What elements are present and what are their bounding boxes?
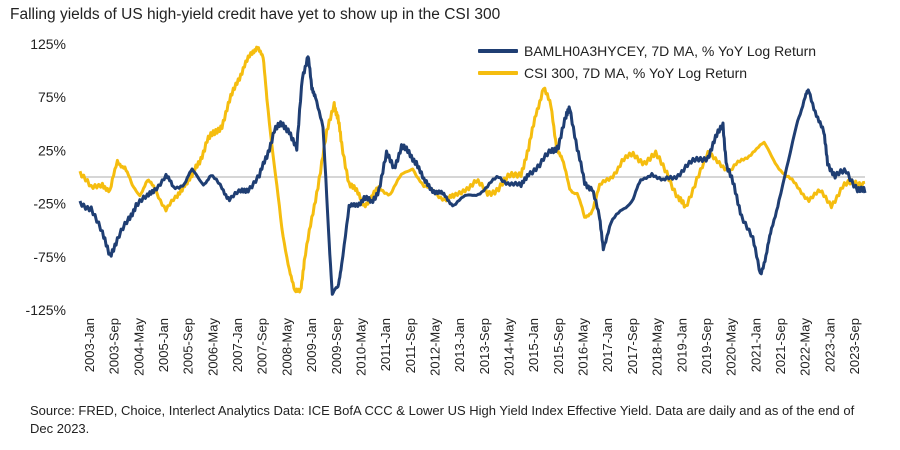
x-tick-label: 2015-Sep xyxy=(551,318,566,374)
x-tick-label: 2007-Jan xyxy=(230,318,245,372)
legend-label-series1: BAMLH0A3HYCEY, 7D MA, % YoY Log Return xyxy=(524,43,817,59)
y-tick-label: -75% xyxy=(33,249,66,265)
x-tick-label: 2019-Jan xyxy=(674,318,689,372)
x-tick-label: 2009-Jan xyxy=(304,318,319,372)
chart-title: Falling yields of US high-yield credit h… xyxy=(10,6,501,23)
x-tick-label: 2023-Sep xyxy=(847,318,862,374)
x-tick-label: 2004-May xyxy=(131,318,146,376)
x-tick-label: 2013-Sep xyxy=(477,318,492,374)
x-tick-label: 2013-Jan xyxy=(452,318,467,372)
x-tick-label: 2021-Sep xyxy=(773,318,788,374)
legend-swatch-series1 xyxy=(478,49,518,53)
legend: BAMLH0A3HYCEY, 7D MA, % YoY Log Return C… xyxy=(478,40,816,84)
y-tick-label: 125% xyxy=(30,36,66,52)
legend-label-series2: CSI 300, 7D MA, % YoY Log Return xyxy=(524,65,748,81)
x-tick-label: 2021-Jan xyxy=(748,318,763,372)
x-tick-label: 2007-Sep xyxy=(255,318,270,374)
y-tick-label: -125% xyxy=(26,302,66,318)
x-tick-label: 2006-May xyxy=(205,318,220,376)
x-tick-label: 2022-May xyxy=(798,318,813,376)
x-tick-label: 2003-Sep xyxy=(107,318,122,374)
x-tick-label: 2012-May xyxy=(427,318,442,376)
x-tick-label: 2005-Jan xyxy=(156,318,171,372)
x-tick-label: 2023-Jan xyxy=(822,318,837,372)
x-tick-label: 2009-Sep xyxy=(329,318,344,374)
x-tick-label: 2010-May xyxy=(353,318,368,376)
x-tick-label: 2015-Jan xyxy=(526,318,541,372)
y-tick-label: 25% xyxy=(38,142,66,158)
x-tick-label: 2003-Jan xyxy=(82,318,97,372)
legend-item-series2: CSI 300, 7D MA, % YoY Log Return xyxy=(478,62,816,84)
x-tick-label: 2008-May xyxy=(279,318,294,376)
x-tick-label: 2011-Sep xyxy=(403,318,418,373)
x-tick-label: 2014-May xyxy=(502,318,517,376)
x-tick-label: 2019-Sep xyxy=(699,318,714,374)
legend-item-series1: BAMLH0A3HYCEY, 7D MA, % YoY Log Return xyxy=(478,40,816,62)
x-tick-label: 2005-Sep xyxy=(181,318,196,374)
x-tick-label: 2017-Sep xyxy=(625,318,640,374)
x-tick-label: 2020-May xyxy=(724,318,739,376)
x-tick-label: 2016-May xyxy=(576,318,591,376)
x-tick-label: 2017-Jan xyxy=(600,318,615,372)
legend-swatch-series2 xyxy=(478,71,518,75)
y-tick-label: -25% xyxy=(33,196,66,212)
source-note: Source: FRED, Choice, Interlect Analytic… xyxy=(30,403,855,436)
y-tick-label: 75% xyxy=(38,89,66,105)
series-line-1 xyxy=(78,55,867,296)
x-tick-label: 2011-Jan xyxy=(378,318,393,371)
series-line-2 xyxy=(78,45,866,294)
x-tick-label: 2018-May xyxy=(650,318,665,376)
